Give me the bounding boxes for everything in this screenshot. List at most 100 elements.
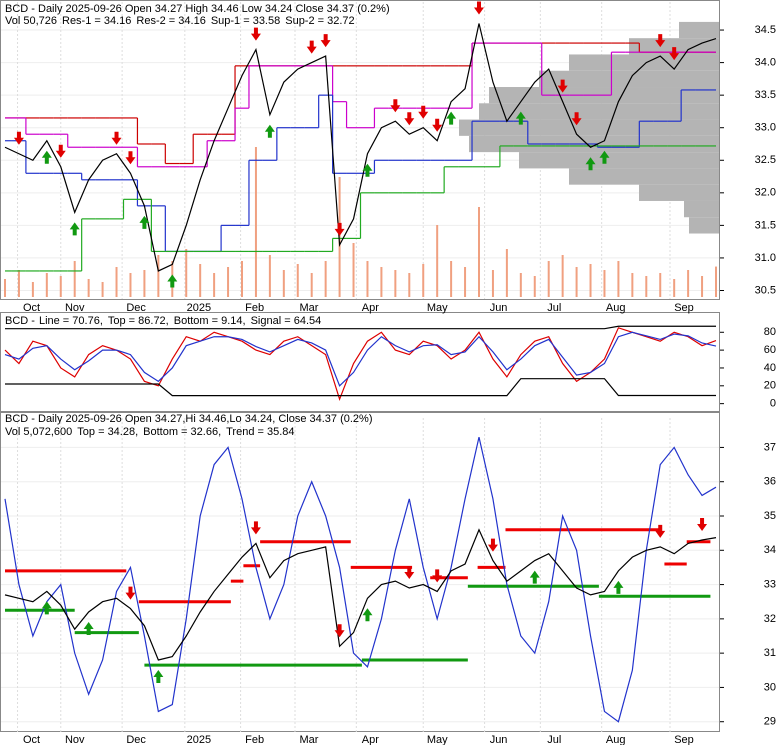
volume-bar — [450, 261, 453, 297]
volume-bar — [199, 264, 202, 297]
buy-arrow — [613, 580, 624, 594]
y-tick-label: 0 — [770, 398, 776, 410]
volume-bar — [645, 276, 648, 297]
sell-arrow — [571, 112, 582, 126]
volume-bar — [533, 276, 536, 297]
volume-bar — [366, 261, 369, 297]
volume-bar — [561, 255, 564, 297]
y-tick-label: 30.5 — [755, 284, 776, 296]
y-tick-label: 33.0 — [755, 122, 776, 134]
x-tick-label: Oct — [23, 302, 40, 314]
volume-profile-bar — [519, 152, 719, 169]
volume-profile-bar — [569, 54, 719, 71]
volume-bar — [31, 282, 34, 297]
buy-arrow — [83, 622, 94, 635]
sell-arrow — [125, 586, 136, 600]
y-tick-label: 32.5 — [755, 154, 776, 166]
volume-profile-bar — [569, 168, 719, 185]
sell-arrow — [557, 79, 568, 93]
volume-bar — [268, 255, 271, 297]
y-tick-label: 37 — [764, 441, 776, 453]
sell-arrow — [418, 105, 429, 119]
panel-title: BCD - Daily 2025-09-26 Open 34.27,Hi 34.… — [5, 413, 373, 425]
y-tick-label: 31.5 — [755, 219, 776, 231]
buy-arrow — [599, 150, 610, 164]
sell-arrow — [390, 99, 401, 113]
y-tick-label: 20 — [764, 380, 776, 392]
panel-title: BCD - — [5, 315, 35, 327]
volume-profile-bar — [459, 119, 719, 136]
y-tick-label: 60 — [764, 344, 776, 356]
x-tick-label: Feb — [245, 734, 264, 745]
volume-bar — [422, 264, 425, 297]
volume-bar — [603, 270, 606, 297]
legend-entry: Top = 34.28, — [77, 426, 138, 438]
volume-profile-bar — [639, 184, 719, 201]
x-tick-label: Jul — [547, 302, 561, 314]
x-tick-label: Sep — [674, 302, 694, 314]
volume-bar — [296, 264, 299, 297]
legend-entry: Signal = 64.54 — [251, 315, 322, 327]
volume-bar — [687, 270, 690, 297]
y-tick-label: 33 — [764, 578, 776, 590]
sell-arrow — [432, 569, 443, 583]
sell-arrow — [334, 624, 345, 638]
buy-arrow — [515, 111, 526, 125]
sell-arrow — [320, 34, 331, 48]
volume-bar — [213, 273, 216, 297]
x-tick-label: Sep — [674, 734, 694, 745]
legend-entry: Res-2 = 34.16 — [136, 15, 205, 27]
series-line — [4, 437, 717, 723]
volume-label: Vol 50,726 — [5, 15, 57, 27]
x-tick-label: Nov — [65, 734, 85, 745]
legend-entry: Sup-2 = 32.72 — [285, 15, 354, 27]
x-tick-label: Nov — [65, 302, 85, 314]
y-tick-label: 34.5 — [755, 24, 776, 36]
y-tick-label: 34.0 — [755, 57, 776, 69]
sell-arrow — [404, 566, 415, 579]
legend-entry: Line = 70.76, — [39, 315, 103, 327]
volume-bar — [478, 207, 480, 297]
sell-arrow — [669, 47, 680, 61]
sell-arrow — [432, 118, 443, 132]
volume-bar — [59, 276, 62, 297]
volume-bar — [129, 273, 132, 297]
x-tick-label: Aug — [606, 734, 626, 745]
x-tick-label: Apr — [362, 302, 379, 314]
legend-entry: Bottom = 32.66, — [143, 426, 221, 438]
sell-arrow — [250, 27, 261, 41]
sell-arrow — [334, 222, 345, 236]
buy-arrow — [41, 150, 52, 164]
y-tick-label: 30 — [764, 681, 776, 693]
volume-bar — [408, 273, 411, 297]
y-tick-label: 40 — [764, 362, 776, 374]
volume-bar — [73, 261, 76, 297]
volume-bar — [547, 261, 550, 297]
series-line — [5, 325, 716, 330]
sell-arrow — [250, 521, 261, 535]
sell-arrow — [13, 131, 24, 145]
volume-bar — [241, 261, 243, 297]
x-tick-label: Apr — [362, 734, 379, 745]
sell-arrow — [111, 131, 122, 145]
volume-bar — [143, 270, 146, 297]
sell-arrow — [306, 40, 317, 54]
price-line — [4, 23, 717, 272]
buy-arrow — [446, 111, 457, 125]
y-tick-label: 32.0 — [755, 187, 776, 199]
x-tick-label: Jul — [547, 734, 561, 745]
volume-profile-bar — [679, 21, 719, 39]
buy-arrow — [264, 124, 275, 138]
series-line — [4, 327, 717, 401]
volume-profile-bar — [629, 38, 719, 55]
volume-bar — [282, 270, 285, 297]
legend-entry: Res-1 = 34.16 — [62, 15, 131, 27]
x-tick-label: Dec — [126, 734, 146, 745]
volume-bar — [394, 270, 397, 297]
series-line — [4, 331, 717, 387]
volume-bar — [87, 279, 90, 297]
volume-bar — [575, 267, 578, 297]
volume-bar — [673, 279, 676, 297]
sell-arrow — [125, 151, 136, 165]
